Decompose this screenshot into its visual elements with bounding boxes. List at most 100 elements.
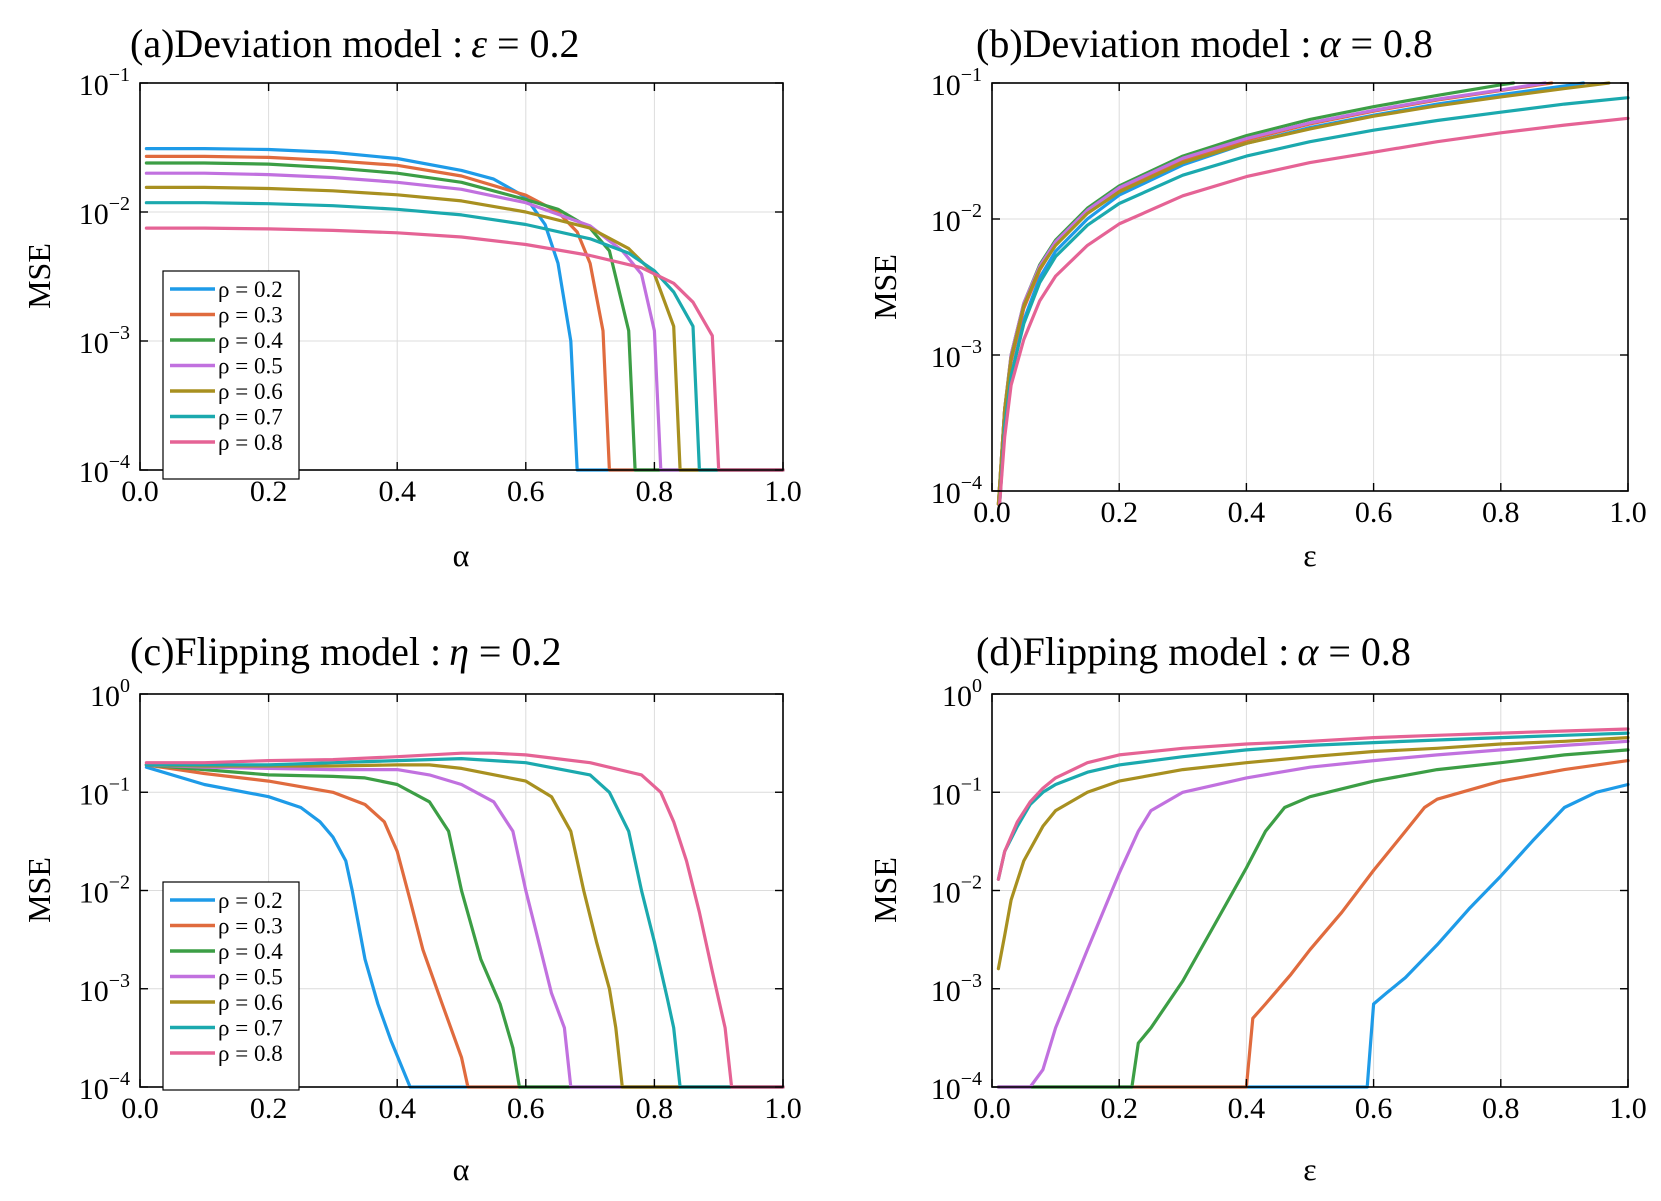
panel-c-title: (c)Flipping model : η = 0.2 bbox=[130, 629, 561, 674]
panel-c-series-rho-2 bbox=[144, 765, 785, 1089]
panel-b-xtick-label: 0.6 bbox=[1355, 496, 1393, 529]
panel-b-xtick-label: 0.0 bbox=[973, 496, 1011, 529]
panel-d-series-rho-7 bbox=[996, 731, 1630, 881]
panel-d-series bbox=[996, 727, 1630, 1089]
panel-a-xtick-label: 1.0 bbox=[764, 475, 802, 508]
panel-a-xtick-label: 0.0 bbox=[121, 475, 159, 508]
panel-b-ytick-label: 10−3 bbox=[931, 336, 982, 374]
panel-c-legend-label: ρ = 0.3 bbox=[218, 914, 283, 939]
panel-c-legend-label: ρ = 0.4 bbox=[218, 939, 283, 964]
panel-b-series-rho-8 bbox=[998, 116, 1630, 506]
panel-b-series bbox=[996, 81, 1630, 506]
panel-d-series-rho-2 bbox=[996, 782, 1630, 1089]
panel-b-frame bbox=[991, 82, 1629, 492]
panel-a-series bbox=[144, 147, 785, 472]
panel-d-series-rho-6 bbox=[996, 736, 1630, 971]
panel-a-legend-label: ρ = 0.2 bbox=[218, 277, 283, 302]
panel-b-title: (b)Deviation model : α = 0.8 bbox=[976, 21, 1433, 66]
panel-c-ytick-label: 10−3 bbox=[79, 970, 130, 1008]
panel-b: (b)Deviation model : α = 0.8 0.0 0.2 0.4 0.6 0… bbox=[867, 21, 1647, 573]
panel-d-xlabel: ε bbox=[1303, 1151, 1316, 1187]
panel-b-ticks: 0.0 0.2 0.4 0.6 0.8 1.0 10−4 10−3 10−2 10−1 bbox=[931, 64, 1647, 529]
panel-b-xlabel: ε bbox=[1303, 537, 1316, 573]
panel-b-ytick-label: 10−4 bbox=[931, 472, 982, 510]
panel-a-ytick-label: 10−1 bbox=[79, 64, 130, 102]
panel-c-ytick-label: 10−1 bbox=[79, 773, 130, 811]
panel-c-xtick-label: 0.6 bbox=[507, 1092, 545, 1125]
panel-d-ytick-label: 10−1 bbox=[931, 773, 982, 811]
panel-d-ytick-label: 100 bbox=[942, 675, 982, 713]
panel-d-series-rho-4 bbox=[996, 748, 1630, 1089]
panel-c-xtick-label: 0.8 bbox=[636, 1092, 674, 1125]
panel-a-series-rho-3 bbox=[144, 154, 785, 472]
panel-a-legend-box bbox=[162, 270, 300, 480]
panel-c-xtick-label: 0.0 bbox=[121, 1092, 159, 1125]
panel-d-ylabel: MSE bbox=[867, 857, 903, 923]
panel-a-legend-label: ρ = 0.6 bbox=[218, 379, 283, 404]
panel-b-xtick-label: 0.4 bbox=[1228, 496, 1266, 529]
panel-c-xtick-label: 0.2 bbox=[250, 1092, 288, 1125]
panel-a-xtick-label: 0.2 bbox=[250, 475, 288, 508]
panel-d-series-rho-3 bbox=[996, 759, 1630, 1089]
panel-b-series-rho-4 bbox=[996, 81, 1516, 506]
panel-c-series-rho-6 bbox=[144, 763, 785, 1089]
panel-c-xtick-label: 1.0 bbox=[764, 1092, 802, 1125]
panel-a-series-rho-4 bbox=[144, 161, 785, 472]
panel-b-xtick-label: 0.8 bbox=[1482, 496, 1520, 529]
panel-a-legend-label: ρ = 0.7 bbox=[218, 405, 283, 430]
panel-a-legend-label: ρ = 0.8 bbox=[218, 430, 283, 455]
panel-b-grid bbox=[992, 83, 1628, 491]
panel-c-ticks: 0.0 0.2 0.4 0.6 0.8 1.0 10−4 10−3 10−2 10−1 100 bbox=[79, 675, 802, 1125]
panel-a-legend: ρ = 0.2ρ = 0.3ρ = 0.4ρ = 0.5ρ = 0.6ρ = 0… bbox=[162, 270, 300, 480]
panel-c-legend-label: ρ = 0.2 bbox=[218, 888, 283, 913]
panel-c-legend-label: ρ = 0.6 bbox=[218, 990, 283, 1015]
panel-c-ytick-label: 100 bbox=[90, 675, 130, 713]
panel-a-series-rho-6 bbox=[144, 185, 785, 472]
panel-c-ylabel: MSE bbox=[21, 857, 57, 923]
panel-c-legend-label: ρ = 0.8 bbox=[218, 1041, 283, 1066]
panel-d-xtick-label: 0.8 bbox=[1482, 1092, 1520, 1125]
panel-d-grid bbox=[992, 694, 1628, 1087]
panel-c-series-rho-3 bbox=[144, 763, 785, 1089]
panel-c: (c)Flipping model : η = 0.2 0.0 0.2 0.4 0.6 0.… bbox=[21, 629, 802, 1187]
panel-d-ytick-label: 10−2 bbox=[931, 872, 982, 910]
panel-d-xtick-label: 0.2 bbox=[1100, 1092, 1138, 1125]
panel-a-frame bbox=[139, 82, 784, 471]
panel-d-title: (d)Flipping model : α = 0.8 bbox=[976, 629, 1411, 674]
panel-d-ytick-label: 10−4 bbox=[931, 1068, 982, 1106]
panel-c-series bbox=[144, 751, 785, 1089]
panel-d-ticks: 0.0 0.2 0.4 0.6 0.8 1.0 10−4 10−3 10−2 10−1 100 bbox=[931, 675, 1647, 1125]
panel-d-series-rho-8 bbox=[996, 727, 1630, 881]
panel-d-series-rho-5 bbox=[996, 739, 1630, 1089]
panel-a-series-rho-2 bbox=[144, 147, 785, 472]
panel-c-legend-box bbox=[162, 881, 300, 1091]
panel-c-series-rho-7 bbox=[144, 757, 785, 1089]
panel-a-series-rho-8 bbox=[144, 226, 785, 472]
panel-b-ylabel: MSE bbox=[867, 254, 903, 320]
panel-c-ytick-label: 10−2 bbox=[79, 872, 130, 910]
panel-a-legend-label: ρ = 0.3 bbox=[218, 303, 283, 328]
panel-c-series-rho-4 bbox=[144, 763, 785, 1089]
panel-c-ytick-label: 10−4 bbox=[79, 1068, 130, 1106]
panel-d-ytick-label: 10−3 bbox=[931, 970, 982, 1008]
panel-a-ytick-label: 10−2 bbox=[79, 193, 130, 231]
panel-c-series-rho-5 bbox=[144, 763, 785, 1089]
panel-d: (d)Flipping model : α = 0.8 0.0 0.2 0.4 0.6 0.… bbox=[867, 629, 1647, 1187]
panel-a-series-rho-5 bbox=[144, 171, 785, 472]
panel-c-legend: ρ = 0.2ρ = 0.3ρ = 0.4ρ = 0.5ρ = 0.6ρ = 0… bbox=[162, 881, 300, 1091]
panel-c-series-rho-8 bbox=[144, 751, 785, 1089]
panel-d-xtick-label: 0.0 bbox=[973, 1092, 1011, 1125]
panel-d-xtick-label: 0.4 bbox=[1228, 1092, 1266, 1125]
panel-a-legend-label: ρ = 0.4 bbox=[218, 328, 283, 353]
panel-a-ytick-label: 10−3 bbox=[79, 322, 130, 360]
panel-a-ylabel: MSE bbox=[21, 243, 57, 309]
panel-a-legend-label: ρ = 0.5 bbox=[218, 354, 283, 379]
panel-b-ytick-label: 10−1 bbox=[931, 64, 982, 102]
panel-c-xtick-label: 0.4 bbox=[378, 1092, 416, 1125]
panel-b-xtick-label: 1.0 bbox=[1609, 496, 1647, 529]
panel-b-series-rho-3 bbox=[996, 81, 1554, 506]
panel-a-xlabel: α bbox=[453, 537, 470, 573]
panel-a-ticks: 0.0 0.2 0.4 0.6 0.8 1.0 10−4 10−3 10−2 10−1 bbox=[79, 64, 802, 508]
panel-d-xtick-label: 1.0 bbox=[1609, 1092, 1647, 1125]
